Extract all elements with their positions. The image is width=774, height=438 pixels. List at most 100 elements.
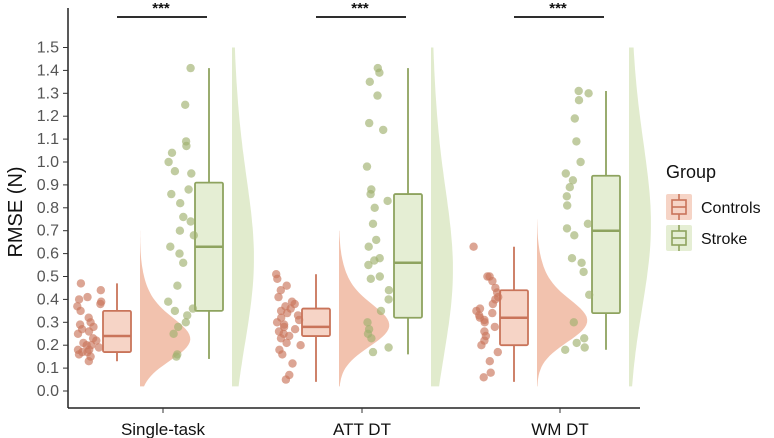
stroke-point	[576, 157, 585, 167]
stroke-density-2	[629, 47, 651, 387]
controls-point	[282, 338, 291, 348]
stroke-point	[188, 304, 198, 313]
legend: Group Controls Stroke	[666, 162, 761, 251]
controls-point	[479, 373, 488, 382]
y-tick-label: 0.7	[37, 223, 59, 240]
controls-density-1	[339, 230, 390, 387]
stroke-point	[364, 325, 374, 334]
controls-box	[301, 307, 331, 337]
boxplot-layer	[102, 68, 621, 382]
x-axis-ticks: Single-task ATT DT WM DT	[121, 408, 589, 438]
x-tick-label: ATT DT	[333, 420, 391, 438]
stroke-point	[173, 350, 182, 359]
controls-point	[272, 270, 281, 279]
stroke-point	[175, 226, 185, 235]
stroke-box	[393, 193, 423, 319]
y-tick-label: 0.8	[37, 200, 59, 217]
stroke-point	[570, 114, 579, 123]
stroke-point	[376, 306, 386, 316]
stroke-point	[181, 100, 190, 110]
controls-point	[293, 311, 303, 320]
stroke-point	[574, 96, 584, 105]
stroke-point	[186, 217, 195, 226]
stroke-point	[580, 334, 589, 343]
stroke-point	[362, 162, 372, 171]
stroke-point	[170, 306, 180, 316]
stroke-point	[562, 192, 571, 201]
controls-point	[73, 302, 82, 311]
stroke-point	[565, 183, 574, 192]
stroke-point	[384, 295, 393, 304]
controls-point	[83, 292, 92, 302]
stroke-point	[181, 137, 191, 146]
controls-point	[490, 322, 499, 332]
stroke-point	[170, 167, 180, 176]
significance-label: ***	[549, 0, 567, 17]
stroke-point	[186, 63, 195, 73]
stroke-point	[366, 274, 375, 283]
stroke-point	[364, 260, 373, 270]
y-tick-label: 1.4	[37, 62, 59, 79]
controls-point	[94, 343, 104, 352]
y-axis-ticks: 0.0 0.1 0.2 0.3 0.4 0.5 0.6 0.7 0.8 0.9 1.0 1.1 1.2 1…	[37, 40, 68, 400]
controls-point	[76, 279, 86, 288]
stroke-point	[175, 249, 184, 258]
stroke-point	[384, 286, 394, 295]
stroke-point	[365, 77, 374, 87]
stroke-point	[570, 231, 579, 240]
points-layer	[73, 63, 594, 384]
stroke-point	[375, 272, 384, 281]
stroke-point	[561, 345, 570, 354]
stroke-point	[370, 203, 379, 212]
stroke-point	[174, 322, 183, 332]
y-tick-label: 0.2	[37, 337, 59, 354]
stroke-point	[572, 137, 581, 146]
stroke-point	[173, 281, 182, 290]
stroke-point	[373, 63, 382, 73]
controls-point	[276, 286, 285, 295]
controls-point	[281, 302, 290, 311]
stroke-point	[583, 219, 593, 228]
controls-point	[275, 345, 284, 354]
y-tick-label: 1.3	[37, 85, 59, 102]
controls-point	[285, 370, 294, 380]
significance-brackets: *** *** ***	[117, 0, 604, 18]
stroke-point	[572, 338, 581, 348]
stroke-point	[187, 169, 196, 178]
stroke-point	[577, 258, 586, 267]
controls-point	[288, 359, 297, 368]
stroke-point	[179, 212, 188, 222]
legend-label-stroke: Stroke	[701, 231, 747, 248]
stroke-point	[579, 267, 588, 277]
significance-label: ***	[152, 0, 170, 17]
controls-point	[274, 292, 283, 302]
controls-point	[88, 334, 98, 343]
stroke-point	[368, 219, 378, 228]
stroke-point	[364, 242, 373, 251]
legend-title: Group	[666, 162, 716, 182]
controls-point	[84, 313, 93, 322]
y-tick-label: 0.3	[37, 314, 59, 331]
controls-point	[287, 297, 297, 306]
controls-density-2	[537, 219, 588, 387]
stroke-point	[176, 199, 185, 208]
stroke-point	[166, 242, 175, 251]
controls-point	[290, 325, 300, 334]
y-tick-label: 1.0	[37, 154, 59, 171]
controls-point	[73, 345, 83, 354]
stroke-point	[372, 235, 381, 245]
stroke-point	[189, 231, 198, 240]
controls-point	[475, 304, 485, 313]
stroke-point	[379, 125, 388, 135]
controls-point	[277, 313, 286, 322]
stroke-point	[569, 318, 578, 327]
y-tick-label: 0.6	[37, 246, 59, 263]
controls-point	[96, 286, 106, 295]
controls-point	[75, 320, 85, 329]
y-tick-label: 0.4	[37, 291, 59, 308]
y-tick-label: 0.5	[37, 269, 59, 286]
y-tick-label: 0.0	[37, 383, 59, 400]
controls-point	[486, 368, 495, 377]
